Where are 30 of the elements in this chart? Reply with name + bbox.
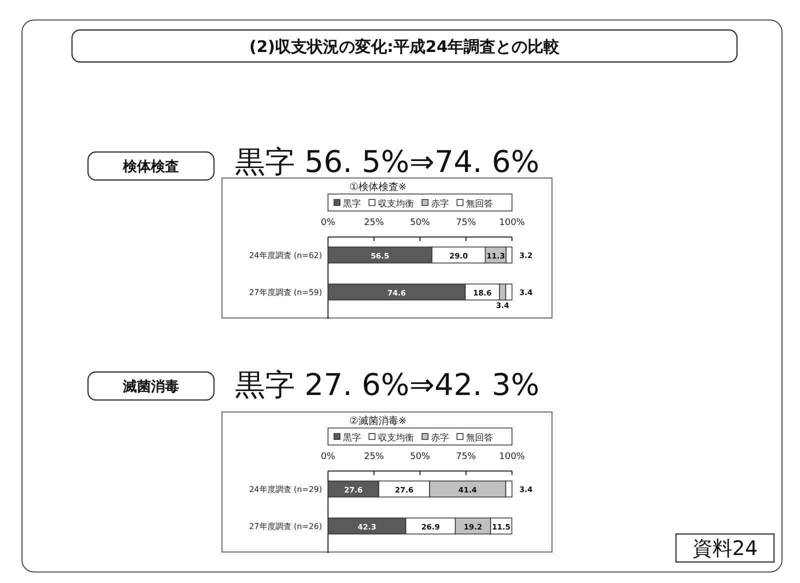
y-tick-label: 27年度調査 (n=26) — [249, 522, 322, 531]
x-tick-label: 50% — [410, 218, 430, 228]
annotation: (2)収支状況の変化:平成24年調査との比較 — [71, 29, 738, 63]
legend-label: 無回答 — [466, 432, 493, 444]
y-tick-label: 24年度調査 (n=62) — [249, 251, 322, 260]
x-tick-label: 75% — [456, 218, 476, 228]
legend-label: 収支均衡 — [378, 432, 414, 444]
legend-label: 赤字 — [431, 432, 449, 444]
annotation: 黒字 56. 5%⇒74. 6% — [235, 145, 540, 180]
annotation: 黒字 27. 6%⇒42. 3% — [235, 368, 540, 403]
x-tick-label: 0% — [320, 218, 336, 228]
annotation: 検体検査 — [87, 151, 215, 181]
legend-label: 収支均衡 — [378, 198, 414, 210]
legend-label: 無回答 — [466, 198, 493, 210]
legend-label: 黒字 — [343, 432, 361, 444]
x-tick-label: 100% — [499, 452, 526, 462]
x-tick-label: 25% — [364, 452, 384, 462]
chart-title: ①検体検査※ — [349, 181, 407, 193]
annotation: 資料24 — [675, 533, 775, 563]
x-tick-label: 75% — [456, 452, 476, 462]
y-tick-label: 27年度調査 (n=59) — [249, 288, 322, 297]
annotation: 滅菌消毒 — [87, 371, 215, 401]
chart-title: ②滅菌消毒※ — [349, 415, 407, 427]
legend-label: 黒字 — [343, 198, 361, 210]
legend-label: 赤字 — [431, 198, 449, 210]
y-tick-label: 24年度調査 (n=29) — [249, 485, 322, 494]
x-tick-label: 0% — [320, 452, 336, 462]
x-tick-label: 100% — [499, 218, 526, 228]
x-tick-label: 25% — [364, 218, 384, 228]
x-tick-label: 50% — [410, 452, 430, 462]
